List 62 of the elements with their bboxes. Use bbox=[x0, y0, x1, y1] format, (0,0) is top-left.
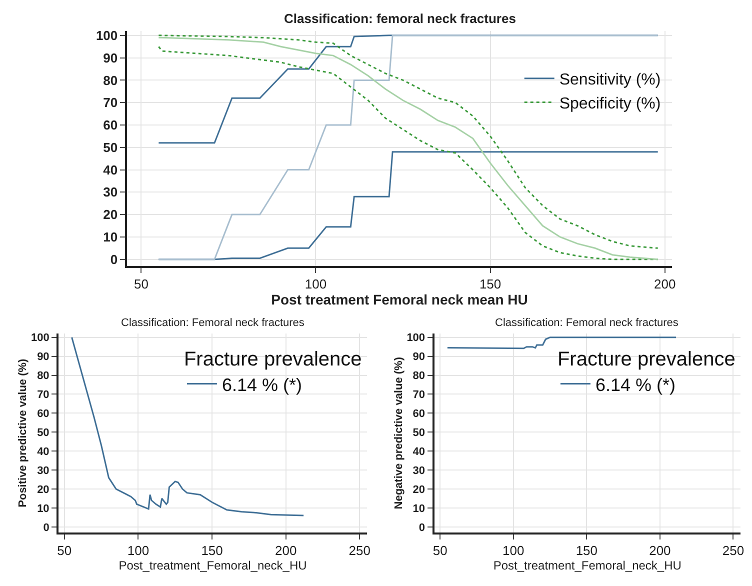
y-tick-label: 20 bbox=[412, 484, 426, 496]
y-tick-label: 90 bbox=[103, 50, 118, 66]
x-tick-label: 100 bbox=[127, 543, 150, 558]
x-tick-label: 250 bbox=[348, 543, 370, 558]
y-tick-label: 10 bbox=[412, 502, 426, 515]
y-axis-title: Positive predictive value (%) bbox=[17, 358, 30, 508]
y-tick-label: 20 bbox=[37, 484, 50, 496]
y-tick-label: 0 bbox=[110, 252, 118, 267]
legend-title: Fracture prevalence bbox=[184, 348, 362, 371]
x-axis-title: Post treatment Femoral neck mean HU bbox=[271, 292, 528, 308]
y-tick-label: 80 bbox=[412, 370, 426, 382]
x-tick-label: 250 bbox=[722, 543, 744, 558]
y-tick-label: 20 bbox=[103, 207, 118, 222]
y-tick-label: 30 bbox=[103, 184, 118, 200]
y-tick-label: 70 bbox=[103, 95, 118, 110]
x-tick-label: 50 bbox=[134, 276, 148, 292]
x-axis-title: Post_treatment_Femoral_neck_HU bbox=[493, 558, 682, 573]
y-axis-title: Negative predictive value (%) bbox=[392, 356, 405, 510]
x-axis-title: Post_treatment_Femoral_neck_HU bbox=[118, 558, 307, 573]
legend-title: Fracture prevalence bbox=[557, 348, 736, 371]
chart-title: Classification: Femoral neck fractures bbox=[121, 317, 305, 329]
y-tick-label: 40 bbox=[103, 162, 118, 178]
x-tick-label: 150 bbox=[201, 543, 223, 558]
y-tick-label: 80 bbox=[37, 370, 50, 382]
x-tick-label: 100 bbox=[502, 543, 524, 558]
y-tick-label: 0 bbox=[418, 522, 426, 534]
y-tick-label: 0 bbox=[43, 522, 50, 534]
y-tick-label: 50 bbox=[412, 426, 426, 439]
legend-label: Specificity (%) bbox=[559, 95, 661, 112]
legend-label: 6.14 % (*) bbox=[222, 374, 302, 395]
y-tick-label: 60 bbox=[103, 118, 118, 133]
y-tick-label: 60 bbox=[412, 408, 426, 420]
y-tick-label: 40 bbox=[412, 446, 426, 458]
legend-label: Sensitivity (%) bbox=[559, 72, 661, 89]
chart-title: Classification: Femoral neck fractures bbox=[495, 317, 679, 329]
x-tick-label: 150 bbox=[479, 276, 502, 292]
y-tick-label: 70 bbox=[37, 389, 50, 402]
x-tick-label: 100 bbox=[304, 276, 327, 292]
y-tick-label: 60 bbox=[37, 408, 50, 420]
x-tick-label: 200 bbox=[274, 543, 297, 558]
y-tick-label: 90 bbox=[37, 351, 50, 364]
y-tick-label: 10 bbox=[103, 230, 118, 245]
x-tick-label: 50 bbox=[432, 543, 448, 558]
legend-label: 6.14 % (*) bbox=[595, 374, 676, 395]
x-tick-label: 150 bbox=[576, 543, 598, 558]
y-tick-label: 10 bbox=[37, 502, 50, 515]
y-tick-label: 100 bbox=[30, 332, 50, 344]
x-tick-label: 50 bbox=[57, 543, 72, 558]
y-tick-label: 80 bbox=[103, 72, 118, 88]
y-tick-label: 50 bbox=[37, 426, 50, 439]
x-tick-label: 200 bbox=[649, 543, 671, 558]
y-tick-label: 50 bbox=[103, 140, 118, 155]
y-tick-label: 40 bbox=[37, 446, 50, 458]
x-tick-label: 200 bbox=[654, 276, 676, 292]
chart-title: Classification: femoral neck fractures bbox=[284, 11, 516, 26]
y-tick-label: 30 bbox=[37, 464, 50, 477]
y-tick-label: 30 bbox=[412, 464, 426, 477]
y-tick-label: 100 bbox=[406, 332, 426, 344]
y-tick-label: 90 bbox=[412, 351, 426, 364]
line-series bbox=[446, 336, 677, 350]
y-tick-label: 70 bbox=[412, 389, 426, 402]
y-tick-label: 100 bbox=[96, 28, 118, 43]
